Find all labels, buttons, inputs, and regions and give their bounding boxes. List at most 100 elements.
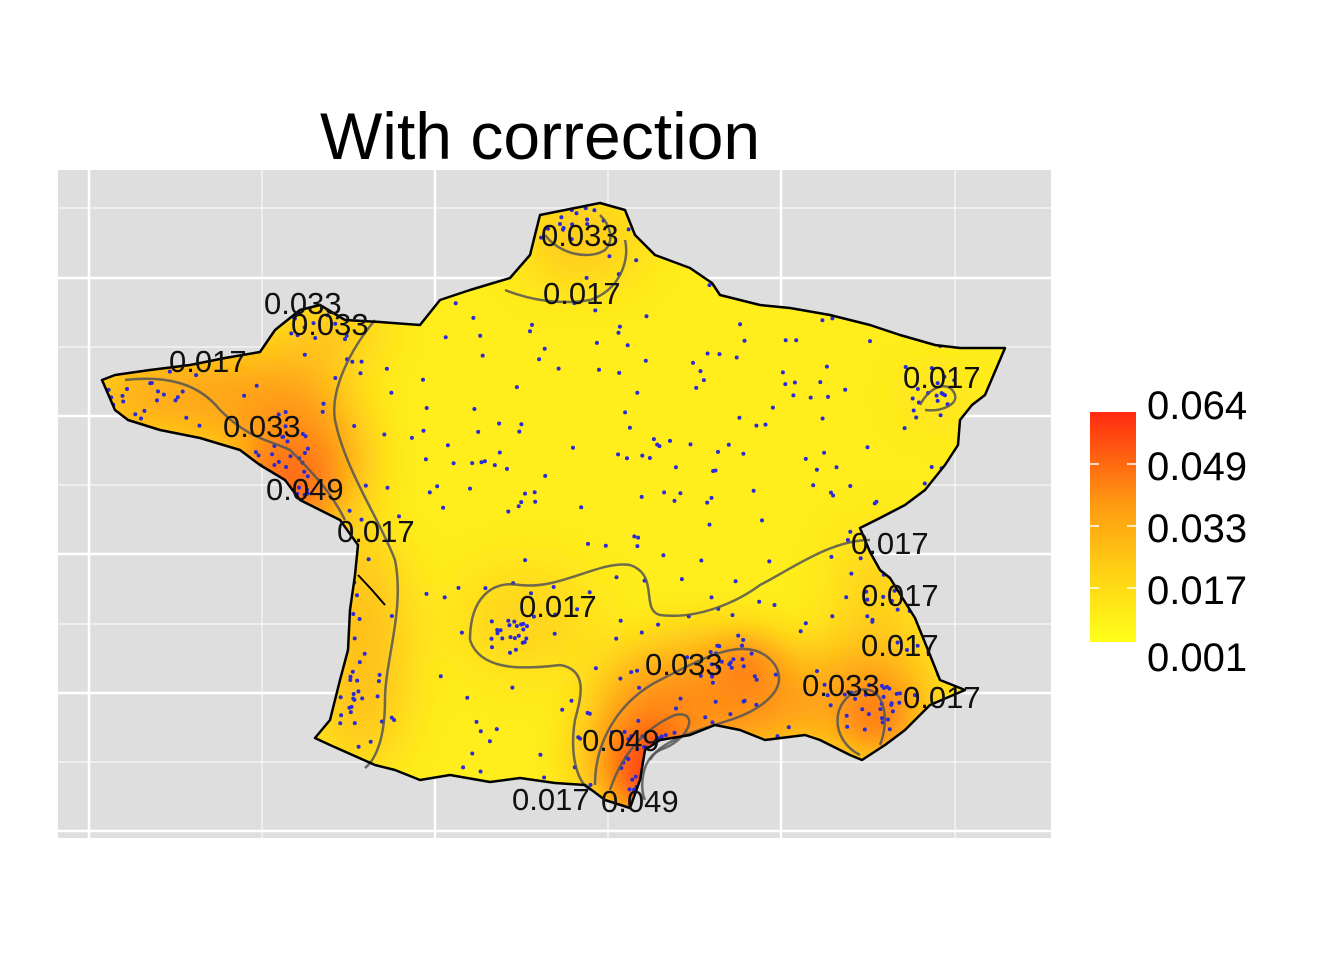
- station-point: [887, 727, 892, 732]
- station-point: [829, 490, 833, 495]
- station-point: [710, 720, 715, 725]
- station-point: [655, 442, 660, 447]
- station-point: [803, 456, 808, 461]
- contour-label: 0.017: [519, 589, 597, 624]
- station-point: [578, 736, 583, 741]
- contour-label: 0.017: [903, 680, 981, 715]
- station-point: [438, 674, 443, 679]
- station-point: [672, 498, 677, 503]
- station-point: [663, 733, 668, 738]
- station-point: [531, 614, 536, 619]
- station-point: [892, 588, 897, 593]
- station-point: [351, 612, 356, 616]
- station-point: [385, 485, 390, 490]
- station-point: [532, 490, 537, 495]
- station-point: [710, 680, 715, 685]
- station-point: [703, 715, 708, 720]
- contour-label: 0.017: [903, 360, 981, 395]
- station-point: [734, 355, 739, 360]
- station-point: [441, 505, 446, 510]
- station-point: [156, 389, 160, 394]
- station-point: [698, 369, 703, 374]
- station-point: [539, 235, 543, 240]
- station-point: [351, 692, 356, 696]
- station-point: [483, 586, 488, 591]
- station-point: [865, 445, 870, 450]
- contour-label: 0.033: [541, 218, 619, 253]
- station-point: [355, 593, 359, 598]
- station-point: [305, 446, 310, 451]
- station-point: [508, 650, 512, 655]
- contour-label: 0.033: [291, 307, 369, 342]
- station-point: [637, 685, 642, 690]
- station-point: [662, 490, 667, 495]
- station-point: [914, 415, 919, 420]
- station-point: [569, 698, 574, 703]
- station-point: [910, 396, 915, 401]
- station-point: [489, 636, 494, 641]
- station-point: [514, 624, 519, 628]
- station-point: [880, 683, 884, 688]
- station-point: [521, 627, 526, 632]
- station-point: [742, 338, 747, 343]
- station-point: [302, 492, 307, 497]
- station-point: [476, 429, 481, 434]
- station-point: [551, 585, 556, 589]
- station-point: [494, 727, 499, 732]
- station-point: [377, 672, 382, 677]
- station-point: [843, 387, 848, 392]
- station-point: [760, 518, 764, 523]
- station-point: [357, 617, 362, 621]
- station-point: [844, 713, 849, 718]
- station-point: [575, 607, 580, 612]
- station-point: [180, 389, 185, 394]
- station-point: [773, 672, 778, 677]
- legend-label: 0.033: [1147, 507, 1247, 551]
- contour-lines: [124, 214, 957, 801]
- station-point: [197, 423, 202, 428]
- station-point: [897, 700, 902, 705]
- station-point: [356, 744, 361, 749]
- station-point: [348, 678, 353, 682]
- station-point: [522, 640, 527, 645]
- contour-label: 0.017: [861, 578, 939, 613]
- station-point: [911, 408, 916, 413]
- station-point: [733, 579, 738, 584]
- station-point: [614, 636, 619, 641]
- station-point: [818, 380, 823, 385]
- station-point: [254, 383, 259, 388]
- station-point: [382, 432, 387, 437]
- contour-label: 0.017: [851, 526, 929, 561]
- station-point: [867, 683, 872, 688]
- station-point: [495, 628, 500, 632]
- legend-ticks: [1090, 463, 1136, 589]
- station-point: [868, 339, 872, 344]
- station-point: [553, 612, 558, 617]
- station-point: [519, 422, 524, 427]
- station-point: [344, 333, 349, 338]
- station-point: [862, 727, 867, 732]
- contour-label: 0.017: [512, 782, 590, 817]
- station-point: [451, 461, 456, 466]
- station-point: [461, 765, 466, 770]
- station-point: [845, 538, 850, 542]
- station-point: [834, 465, 839, 470]
- station-point: [922, 481, 927, 486]
- station-point: [634, 258, 639, 263]
- station-point: [295, 333, 300, 338]
- station-point: [622, 729, 627, 734]
- station-point: [305, 474, 310, 479]
- station-point: [786, 725, 791, 730]
- station-point: [618, 618, 623, 623]
- station-point: [707, 522, 712, 527]
- station-point: [894, 691, 899, 696]
- station-point: [791, 393, 796, 398]
- station-point: [173, 398, 178, 403]
- station-point: [538, 752, 543, 757]
- station-point: [636, 718, 641, 723]
- station-point: [537, 357, 542, 362]
- station-point: [701, 378, 706, 383]
- legend: 0.064 0.049 0.033 0.017 0.001: [1090, 384, 1247, 680]
- station-point: [592, 208, 597, 213]
- station-point: [423, 457, 428, 462]
